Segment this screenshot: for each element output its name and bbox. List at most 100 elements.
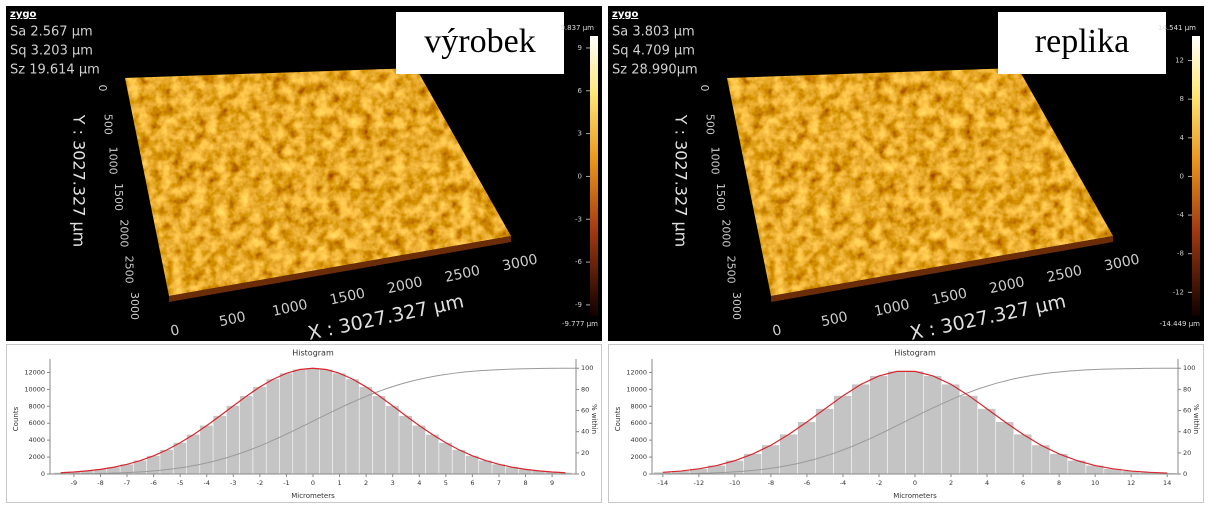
y2-tick-label: 80 — [581, 385, 589, 393]
y-axis-tick-label: 2500 — [123, 256, 136, 284]
y-tick-label: 12000 — [24, 368, 45, 376]
x-tick-label: 8 — [523, 479, 527, 487]
colorbar-tick-label: 12 — [1175, 57, 1184, 65]
histogram-bar — [319, 369, 333, 474]
y2-tick-label: 0 — [1183, 470, 1187, 478]
colorbar-tick-label: -9 — [575, 301, 582, 309]
x-tick-label: 12 — [1127, 479, 1135, 487]
y-tick-label: 10000 — [24, 385, 45, 393]
colorbar-tick-label: 6 — [578, 87, 583, 95]
chart-title: Histogram — [894, 349, 936, 358]
histogram-bar — [671, 471, 690, 474]
stat: Sz 28.990µm — [612, 63, 698, 78]
colorbar-tick-label: -6 — [575, 258, 583, 266]
colorbar-tick-label: -4 — [1177, 211, 1185, 219]
y-axis-tick-label: 3000 — [128, 292, 141, 320]
x-axis-tick-label: 500 — [820, 309, 849, 330]
surface-panel: zygo Sa 3.803 µm Sq 4.709 µm Sz 28.990µm rep… — [608, 6, 1204, 345]
x-tick-label: 3 — [391, 479, 395, 487]
x-tick-label: 2 — [949, 479, 953, 487]
histogram-bar — [293, 369, 306, 474]
histogram-bar — [1086, 465, 1104, 474]
colorbar-max: 9.837 µm — [560, 24, 594, 32]
histogram-bar — [558, 472, 572, 474]
y-axis-label: Y : 3027.327 µm — [70, 114, 89, 248]
label-box — [998, 12, 1166, 74]
x-tick-label: -1 — [283, 479, 289, 487]
y-tick-label: 0 — [643, 470, 647, 478]
x-tick-label: -12 — [694, 479, 705, 487]
histogram-bar — [492, 464, 506, 474]
x-tick-label: 0 — [311, 479, 315, 487]
histogram-bar — [386, 405, 399, 474]
x-tick-label: -5 — [177, 479, 183, 487]
histogram-bar — [93, 469, 107, 474]
y-tick-label: 0 — [41, 470, 45, 478]
x-tick-label: -7 — [124, 479, 130, 487]
y2-tick-label: 0 — [581, 470, 585, 478]
y-axis-label: Counts — [614, 406, 622, 431]
colorbar-tick-label: 3 — [578, 130, 582, 138]
histogram-bar — [797, 422, 816, 474]
histogram-bar — [761, 445, 780, 474]
cumulative-curve — [653, 367, 1178, 475]
y-tick-label: 6000 — [28, 419, 45, 427]
y2-tick-label: 40 — [1183, 428, 1191, 436]
x-axis-tick-label: 2500 — [1045, 263, 1083, 286]
x-tick-label: -2 — [257, 479, 263, 487]
histogram-bar — [133, 460, 147, 474]
y-axis-tick-label: 2000 — [719, 219, 732, 247]
y-axis-label: Y : 3027.327 µm — [672, 114, 691, 248]
x-tick-label: 10 — [1091, 479, 1099, 487]
histogram-bar — [67, 471, 80, 474]
histogram-bar — [359, 386, 373, 474]
histogram-bar — [53, 472, 67, 474]
label-box — [396, 12, 564, 74]
logo: zygo — [10, 9, 36, 20]
x-axis-tick-label: 0 — [169, 322, 181, 340]
histogram-bar — [924, 375, 942, 474]
y-axis-tick-label: 500 — [101, 114, 114, 135]
histogram-bar — [887, 371, 906, 474]
histogram-bar — [707, 465, 726, 474]
colorbar-tick-label: -8 — [1177, 250, 1184, 258]
histogram-bar — [239, 396, 253, 474]
histogram-bar — [905, 371, 924, 474]
histogram-bar — [1068, 460, 1086, 474]
histogram-bar — [465, 455, 479, 474]
stat: Sq 4.709 µm — [612, 44, 695, 59]
histogram-bar — [425, 434, 439, 474]
histogram-bar — [253, 386, 266, 474]
stat: Sa 3.803 µm — [612, 25, 695, 40]
colorbar-min: -14.449 µm — [1159, 320, 1200, 328]
y-tick-label: 8000 — [28, 402, 45, 410]
x-axis-tick-label: 0 — [771, 322, 783, 340]
histogram-bar — [743, 453, 762, 474]
x-tick-label: 0 — [913, 479, 917, 487]
histogram-bar — [545, 471, 559, 474]
x-tick-label: -3 — [230, 479, 236, 487]
surface-edge — [169, 236, 511, 302]
y-axis-tick-label: 0 — [96, 85, 109, 92]
y-axis-tick-label: 0 — [698, 85, 711, 92]
y-tick-label: 8000 — [630, 402, 647, 410]
x-tick-label: 5 — [444, 479, 448, 487]
stat: Sa 2.567 µm — [10, 25, 93, 40]
histogram-bar — [213, 415, 227, 474]
histogram-panel: Histogram Micrometers Counts % within -9 -8 -7… — [6, 344, 602, 503]
histogram-bar — [452, 449, 466, 474]
histogram-bar — [173, 442, 187, 474]
surface — [125, 68, 511, 296]
y2-tick-label: 100 — [1183, 364, 1195, 372]
x-tick-label: 4 — [417, 479, 421, 487]
y-tick-label: 2000 — [28, 453, 45, 461]
histogram-bar — [439, 442, 452, 474]
y2-tick-label: 60 — [1183, 407, 1191, 415]
y-tick-label: 4000 — [28, 436, 45, 444]
histogram-bar — [479, 460, 492, 474]
histogram-bar — [532, 470, 545, 474]
x-tick-label: -6 — [804, 479, 810, 487]
y2-tick-label: 20 — [1183, 449, 1191, 457]
cumulative-curve — [53, 367, 576, 475]
